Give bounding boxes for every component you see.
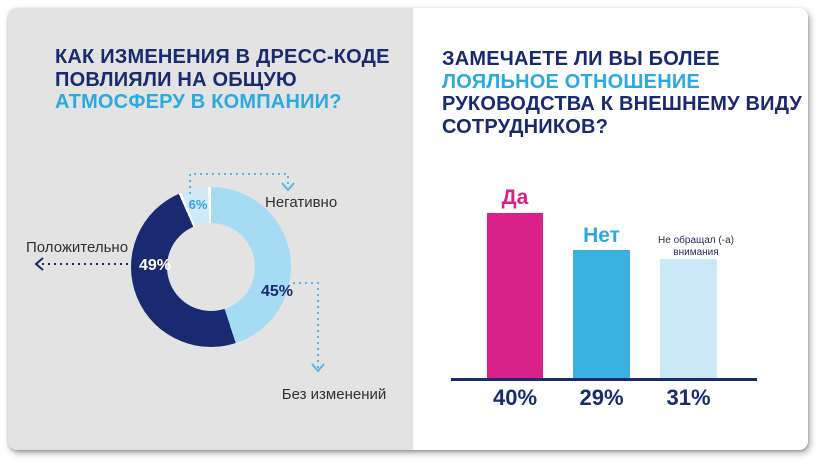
bar-no-attention-label-line1: Не обращал (-а) <box>658 235 734 246</box>
title-line-accent: ЛОЯЛЬНОЕ ОТНОШЕНИЕ <box>442 70 700 93</box>
negative-callout-arrow-icon <box>189 173 295 194</box>
positive-slice-value: 49% <box>138 257 172 274</box>
no-change-slice-value: 45% <box>260 283 294 300</box>
bar-no-label: Нет <box>583 224 620 247</box>
bar-no-attention <box>660 259 717 378</box>
title-line: РУКОВОДСТВА К ВНЕШНЕМУ ВИДУ <box>442 93 803 115</box>
bar-no <box>573 250 630 378</box>
negative-slice-value: 6% <box>188 197 208 212</box>
bar-no-attention-label-line2: внимания <box>673 246 719 258</box>
no-change-label: Без изменений <box>281 386 387 403</box>
bar-yes-value: 40% <box>492 385 538 410</box>
donut-chart: 49% 45% 6% <box>131 187 293 347</box>
negative-label: Негативно <box>265 194 338 211</box>
positive-label: Положительно <box>26 239 129 256</box>
management-attitude-panel: ЗАМЕЧАЕТЕ ЛИ ВЫ БОЛЕЕ ЛОЯЛЬНОЕ ОТНОШЕНИЕ… <box>413 8 808 450</box>
title-line: ПОВЛИЯЛИ НА ОБЩУЮ <box>55 68 297 91</box>
donut-chart-title: КАК ИЗМЕНЕНИЯ В ДРЕСС-КОДЕ ПОВЛИЯЛИ НА О… <box>55 46 390 114</box>
title-line: СОТРУДНИКОВ? <box>442 115 609 138</box>
no-change-callout-arrow-icon <box>293 282 325 373</box>
title-line-accent: АТМОСФЕРУ В КОМПАНИИ? <box>55 91 342 113</box>
bar-chart-baseline <box>451 378 757 381</box>
bar-yes-label: Да <box>501 186 529 209</box>
donut-hole <box>167 223 255 311</box>
bar-chart-title: ЗАМЕЧАЕТЕ ЛИ ВЫ БОЛЕЕ ЛОЯЛЬНОЕ ОТНОШЕНИЕ… <box>442 48 802 138</box>
positive-callout-arrow-icon <box>34 257 128 271</box>
title-line: КАК ИЗМЕНЕНИЯ В ДРЕСС-КОДЕ <box>55 46 390 68</box>
dress-code-atmosphere-panel: КАК ИЗМЕНЕНИЯ В ДРЕСС-КОДЕ ПОВЛИЯЛИ НА О… <box>8 8 413 450</box>
bar-no-attention-label: Не обращал (-а) внимания <box>626 235 766 258</box>
title-line: ЗАМЕЧАЕТЕ ЛИ ВЫ БОЛЕЕ <box>442 48 720 70</box>
bar-no-value: 29% <box>579 385 624 410</box>
infographic-card: КАК ИЗМЕНЕНИЯ В ДРЕСС-КОДЕ ПОВЛИЯЛИ НА О… <box>8 8 808 450</box>
bar-no-attention-value: 31% <box>666 385 711 410</box>
bar-yes <box>487 213 543 378</box>
